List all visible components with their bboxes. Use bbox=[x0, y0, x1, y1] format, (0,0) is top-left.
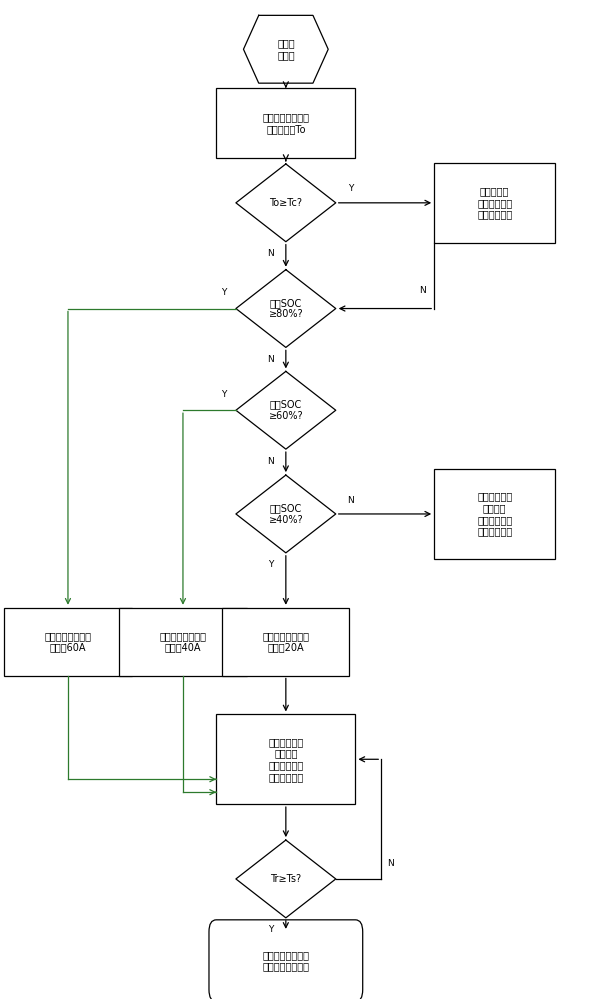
Polygon shape bbox=[236, 475, 336, 553]
Text: 控制预热模块输出
小电流20A: 控制预热模块输出 小电流20A bbox=[262, 631, 309, 652]
FancyBboxPatch shape bbox=[4, 608, 131, 676]
Text: 停止预热、同时预
热反馈输出已完成: 停止预热、同时预 热反馈输出已完成 bbox=[262, 950, 309, 972]
Text: 电量SOC
≥80%?: 电量SOC ≥80%? bbox=[269, 298, 303, 319]
Text: 加热型喷油器
停止加热
同时预热反馈
输出无法预热: 加热型喷油器 停止加热 同时预热反馈 输出无法预热 bbox=[477, 492, 513, 536]
FancyBboxPatch shape bbox=[216, 714, 356, 804]
Text: Y: Y bbox=[221, 288, 227, 297]
Text: 电量SOC
≥60%?: 电量SOC ≥60%? bbox=[269, 399, 303, 421]
Text: 不需要加热
同时预热反馈
发出无需预热: 不需要加热 同时预热反馈 发出无需预热 bbox=[477, 186, 513, 219]
Text: Tr≥Ts?: Tr≥Ts? bbox=[271, 874, 302, 884]
Text: N: N bbox=[268, 249, 274, 258]
Text: 控制预热模块输出
中电流40A: 控制预热模块输出 中电流40A bbox=[159, 631, 207, 652]
Polygon shape bbox=[236, 164, 336, 242]
Text: 控制预热模块输出
大电流60A: 控制预热模块输出 大电流60A bbox=[44, 631, 91, 652]
Text: 加热型喷油器
开始加热
同时预热反馈
输出正在预热: 加热型喷油器 开始加热 同时预热反馈 输出正在预热 bbox=[268, 737, 303, 782]
Polygon shape bbox=[236, 270, 336, 347]
Polygon shape bbox=[236, 840, 336, 918]
Text: Y: Y bbox=[348, 184, 354, 193]
FancyBboxPatch shape bbox=[434, 163, 555, 243]
Text: 预热信
号有效: 预热信 号有效 bbox=[277, 38, 295, 60]
Text: 电量SOC
≥40%?: 电量SOC ≥40%? bbox=[269, 503, 303, 525]
FancyBboxPatch shape bbox=[434, 469, 555, 559]
Polygon shape bbox=[236, 371, 336, 449]
Text: Y: Y bbox=[268, 560, 274, 569]
Polygon shape bbox=[243, 15, 328, 83]
Text: Y: Y bbox=[268, 925, 274, 934]
Text: N: N bbox=[348, 496, 354, 505]
Text: N: N bbox=[419, 286, 426, 295]
FancyBboxPatch shape bbox=[223, 608, 350, 676]
Text: To≥Tc?: To≥Tc? bbox=[269, 198, 302, 208]
FancyBboxPatch shape bbox=[216, 88, 356, 158]
Text: N: N bbox=[387, 859, 393, 868]
Text: 采集冷却液传感器
测得的温度To: 采集冷却液传感器 测得的温度To bbox=[262, 112, 309, 134]
Text: N: N bbox=[268, 457, 274, 466]
FancyBboxPatch shape bbox=[119, 608, 246, 676]
FancyBboxPatch shape bbox=[209, 920, 363, 1000]
Text: N: N bbox=[268, 355, 274, 364]
Text: Y: Y bbox=[221, 390, 227, 399]
